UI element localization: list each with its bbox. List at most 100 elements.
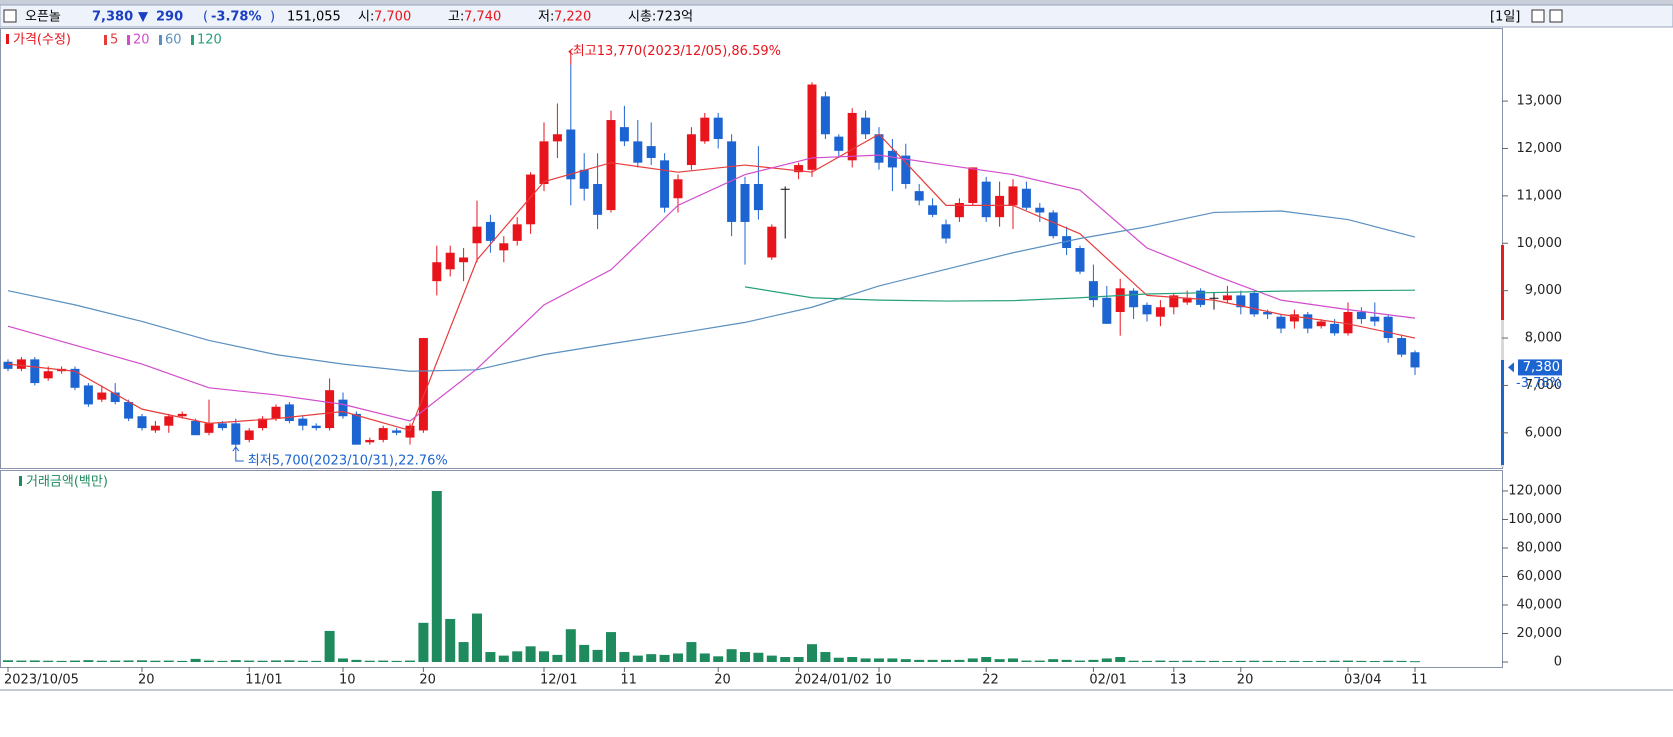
volume-bar [1222, 661, 1233, 663]
candle-body [338, 399, 348, 417]
volume-bar [204, 660, 214, 663]
low-annotation: 최저5,700(2023/10/31),22.76% [248, 454, 448, 469]
period[interactable]: [1일] [1490, 10, 1520, 25]
candle-body [97, 392, 107, 400]
candle-body [1236, 295, 1246, 308]
legend-label: 120 [197, 33, 222, 48]
volume-bar [485, 652, 496, 663]
change-pct: -3.78% [211, 10, 262, 25]
x-tick-label: 11 [1411, 673, 1428, 688]
volume-bar [699, 653, 710, 663]
volume-bar [1088, 659, 1099, 663]
low-arrow [232, 446, 244, 462]
volume-bar [726, 649, 737, 663]
volume-bar [472, 613, 482, 663]
candle-body [70, 368, 80, 388]
volume-bar [324, 630, 335, 663]
candle-body [392, 430, 402, 433]
candle-body [1356, 311, 1366, 320]
volume: 151,055 [287, 10, 341, 25]
volume-bar [619, 652, 630, 663]
candle-body [512, 224, 522, 241]
y-tick-label: 7,000 [1525, 378, 1562, 393]
candle-body [1276, 316, 1286, 329]
volume-tick-label: 120,000 [1508, 483, 1562, 498]
volume-bar [110, 660, 121, 663]
x-tick-label: 20 [419, 673, 436, 688]
volume-bar [887, 658, 898, 663]
candle-body [150, 425, 160, 431]
volume-panel [0, 470, 1503, 668]
volume-bar [847, 657, 858, 663]
x-tick-label: 11/01 [245, 673, 282, 688]
x-tick-label: 12/01 [540, 673, 577, 688]
volume-bar [177, 660, 188, 663]
candle-body [1142, 304, 1152, 315]
candle-body [124, 402, 134, 419]
candle-body [1088, 281, 1098, 301]
volume-bar [498, 655, 509, 663]
candle-body [1249, 293, 1259, 315]
high-arrow [568, 48, 574, 65]
quote-label: 시: [358, 10, 374, 25]
price-tag-change: -3.78% [1516, 376, 1562, 391]
candle-body [217, 423, 227, 429]
candle-body [445, 252, 455, 270]
scale-strip [1501, 245, 1504, 467]
legend-marker [191, 35, 194, 45]
candle-body [298, 418, 308, 426]
x-tick-label: 11 [620, 673, 637, 688]
volume-bar [994, 659, 1005, 663]
candle-body [1196, 290, 1206, 305]
x-tick-label: 10 [875, 673, 892, 688]
window-button[interactable] [1531, 9, 1545, 23]
candle-body [1303, 314, 1313, 329]
volume-bar [150, 660, 161, 663]
candle-body [753, 184, 763, 211]
header-bar [0, 4, 1673, 28]
candle-body [3, 361, 13, 369]
x-tick-label: 20 [138, 673, 155, 688]
candle-body [485, 221, 495, 241]
volume-bar [606, 632, 616, 663]
volume-bar [137, 660, 147, 663]
candle-body [834, 136, 844, 151]
volume-bar [1329, 660, 1340, 663]
candle-body [820, 96, 830, 135]
down-arrow: ▼ [138, 10, 148, 25]
volume-bar [1209, 660, 1219, 663]
volume-bar [431, 490, 442, 663]
volume-tick-label: 80,000 [1517, 540, 1563, 555]
stock-name: 오픈놀 [25, 10, 61, 25]
volume-bar [833, 657, 844, 663]
candle-body [794, 165, 804, 173]
scale-strip-up [1501, 245, 1504, 320]
volume-bar [1048, 659, 1059, 663]
x-tick-label: 2024/01/02 [795, 673, 870, 688]
volume-bar [646, 654, 657, 663]
volume-bar [351, 659, 362, 663]
candle-body [941, 224, 951, 239]
x-tick-label: 20 [1237, 673, 1254, 688]
legend-marker [19, 476, 22, 486]
candle-body [418, 338, 428, 431]
volume-bar [793, 657, 804, 663]
volume-bar [967, 658, 978, 663]
candle-body [1102, 297, 1112, 324]
candle-body [1035, 207, 1045, 213]
change: 290 [156, 10, 183, 25]
candle-body [1397, 338, 1407, 355]
quote-label: 고: [448, 10, 464, 25]
close-button[interactable] [1549, 9, 1563, 23]
volume-bar [632, 655, 643, 663]
volume-bar [83, 660, 94, 663]
y-tick-label: 6,000 [1525, 425, 1562, 440]
quote-label: 저: [538, 10, 554, 25]
checkbox[interactable] [3, 9, 17, 23]
volume-bar [1021, 660, 1032, 663]
volume-bar [123, 660, 134, 663]
volume-bar [3, 660, 13, 663]
candle-body [1115, 288, 1125, 312]
volume-bar [405, 660, 415, 663]
candle-body [1062, 236, 1072, 248]
